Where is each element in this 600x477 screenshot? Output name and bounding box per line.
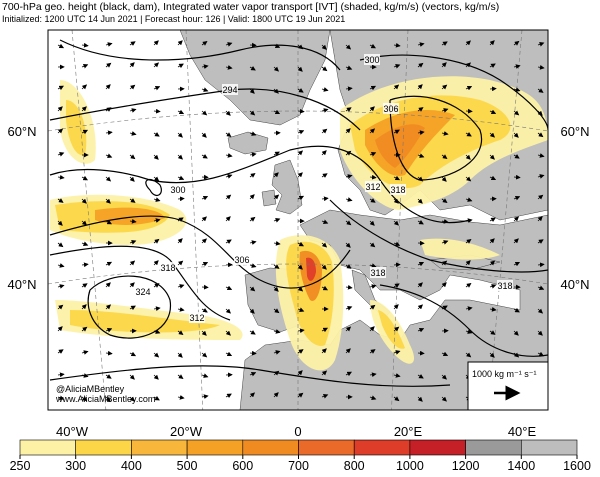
contour-label: 312 — [365, 182, 380, 192]
contour-label: 312 — [189, 313, 204, 323]
colorbar-segment — [410, 440, 466, 455]
lon-label: 0 — [294, 424, 301, 439]
contour-label: 318 — [390, 185, 405, 195]
colorbar-label: 250 — [10, 459, 31, 472]
contour-label: 300 — [364, 55, 379, 65]
contour-label: 324 — [135, 287, 150, 297]
colorbar-label: 600 — [232, 459, 253, 472]
lat-label: 60°N — [560, 124, 589, 139]
colorbar-segment — [243, 440, 299, 455]
colorbar-segment — [299, 440, 355, 455]
colorbar-label: 700 — [288, 459, 309, 472]
credit: @AliciaMBentley — [56, 384, 125, 394]
colorbar-segment — [76, 440, 132, 455]
ivt-vector — [514, 177, 520, 178]
contour-label: 306 — [383, 104, 398, 114]
colorbar-label: 1600 — [563, 459, 591, 472]
colorbar-segment — [354, 440, 410, 455]
contour-label: 294 — [222, 85, 237, 95]
colorbar-label: 800 — [344, 459, 365, 472]
contour-label: 318 — [370, 268, 385, 278]
colorbar-label: 500 — [177, 459, 198, 472]
lat-label: 60°N — [7, 124, 36, 139]
lon-label: 40°W — [56, 424, 89, 439]
colorbar-label: 300 — [65, 459, 86, 472]
contour-label: 300 — [170, 185, 185, 195]
colorbar-segment — [466, 440, 522, 455]
contour-label: 318 — [160, 263, 175, 273]
colorbar-segment — [131, 440, 187, 455]
vector-legend-label: 1000 kg m⁻¹ s⁻¹ — [472, 369, 537, 379]
ivt-vector — [250, 353, 256, 354]
land — [262, 190, 276, 206]
contour-label: 318 — [497, 281, 512, 291]
contour-label: 306 — [234, 255, 249, 265]
lat-label: 40°N — [7, 277, 36, 292]
colorbar-label: 400 — [121, 459, 142, 472]
colorbar-segment — [187, 440, 243, 455]
lat-label: 40°N — [560, 277, 589, 292]
lon-label: 40°E — [508, 424, 537, 439]
colorbar-label: 1200 — [452, 459, 480, 472]
colorbar-label: 1400 — [507, 459, 535, 472]
title: 700-hPa geo. height (black, dam), Integr… — [2, 1, 499, 13]
colorbar-segment — [20, 440, 76, 455]
lon-label: 20°E — [394, 424, 423, 439]
colorbar-segment — [521, 440, 577, 455]
lon-label: 20°W — [170, 424, 203, 439]
colorbar-label: 1000 — [396, 459, 424, 472]
ivt-vector — [178, 198, 184, 199]
subtitle: Initialized: 1200 UTC 14 Jun 2021 | Fore… — [2, 14, 345, 24]
credit: www.AliciaMBentley.com — [55, 394, 155, 404]
